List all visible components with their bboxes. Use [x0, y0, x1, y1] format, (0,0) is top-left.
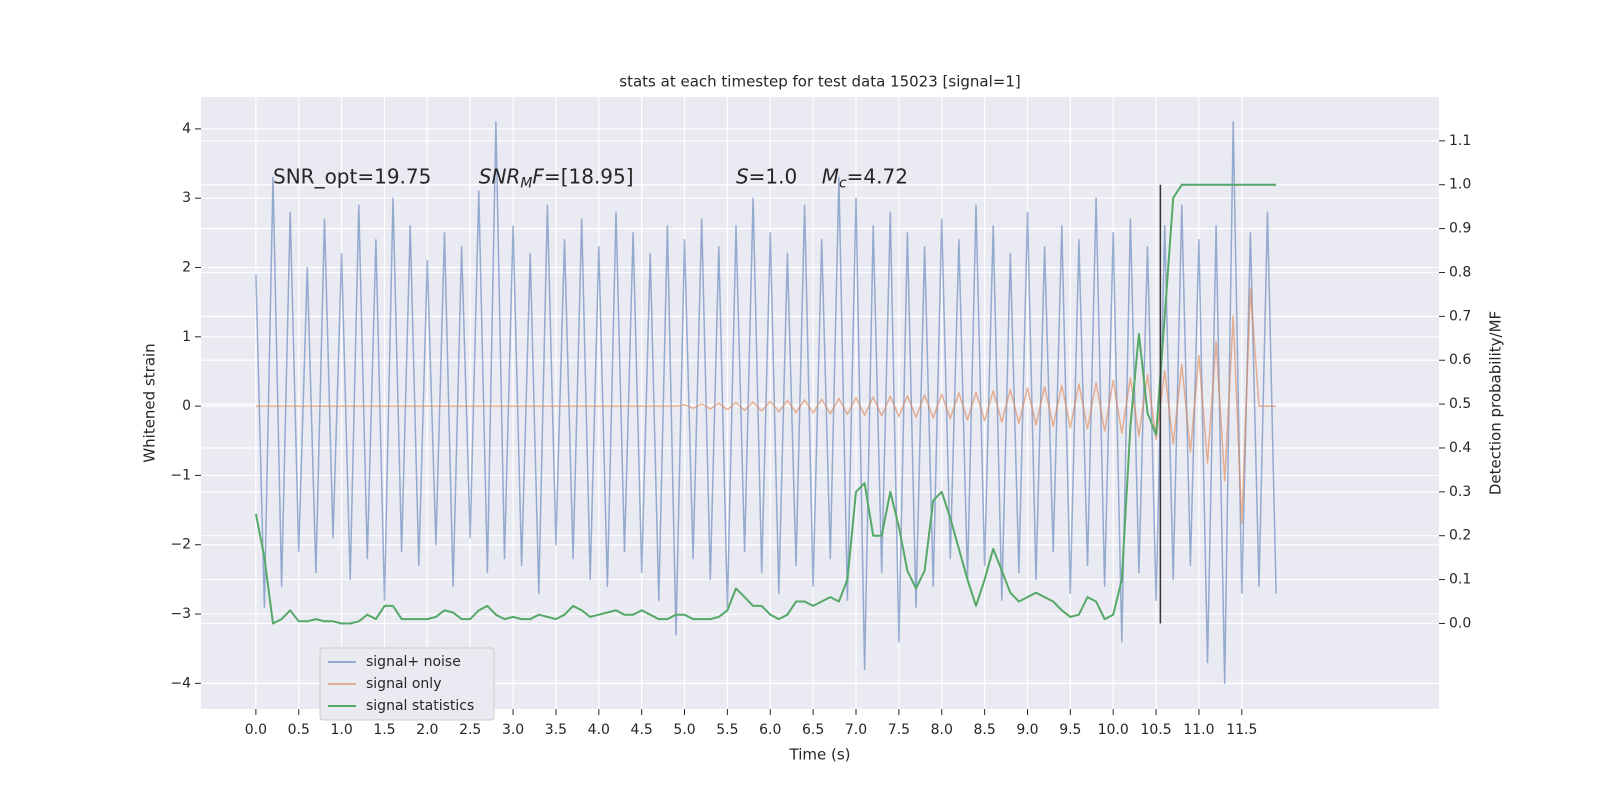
y2-axis-label: Detection probability/MF: [1487, 311, 1505, 495]
y-tick-label: 0: [182, 398, 191, 414]
x-tick-label: 9.0: [1016, 722, 1038, 738]
annotation-part: =4.72: [847, 164, 908, 188]
y-tick-label: 3: [182, 190, 191, 206]
x-tick-label: 4.5: [631, 722, 653, 738]
y2-tick-label: 0.8: [1449, 264, 1471, 280]
annotation-part: =1.0: [749, 164, 798, 188]
y2-tick-label: 0.1: [1449, 572, 1471, 588]
y-tick-label: −1: [170, 467, 191, 483]
annotation-part: =[18.95]: [544, 164, 634, 188]
x-tick-label: 0.0: [245, 722, 267, 738]
y2-tick-label: 0.2: [1449, 528, 1471, 544]
x-tick-label: 9.5: [1059, 722, 1081, 738]
x-tick-label: 8.0: [931, 722, 953, 738]
x-tick-label: 6.0: [759, 722, 781, 738]
y-tick-label: −3: [170, 606, 191, 622]
x-tick-label: 1.5: [373, 722, 395, 738]
x-tick-label: 2.5: [459, 722, 481, 738]
x-tick-label: 1.0: [330, 722, 352, 738]
legend-box: [319, 647, 495, 721]
legend-label: signal+ noise: [366, 654, 461, 670]
y2-tick-label: 0.5: [1449, 396, 1471, 412]
y-tick-label: −4: [170, 675, 191, 691]
annotation: SNR_opt=19.75: [273, 164, 431, 188]
y2-tick-label: 0.4: [1449, 440, 1471, 456]
x-tick-label: 3.0: [502, 722, 524, 738]
x-tick-label: 5.5: [716, 722, 738, 738]
x-tick-label: 3.5: [545, 722, 567, 738]
annotation: S=1.0: [736, 164, 797, 188]
y-tick-label: 4: [182, 121, 191, 137]
annotation-part: M: [520, 175, 532, 191]
y-tick-label: −2: [170, 537, 191, 553]
y-axis-label: Whitened strain: [141, 343, 159, 462]
y2-tick-label: 1.1: [1449, 133, 1471, 149]
annotation-part: M: [822, 164, 839, 188]
y2-tick-label: 0.3: [1449, 484, 1471, 500]
y2-tick-label: 0.0: [1449, 615, 1471, 631]
annotation-part: c: [839, 175, 847, 191]
x-tick-label: 7.5: [888, 722, 910, 738]
series-line: [255, 287, 1277, 525]
y-tick-label: 2: [182, 260, 191, 276]
x-tick-label: 4.0: [588, 722, 610, 738]
x-tick-label: 8.5: [973, 722, 995, 738]
series-line: [255, 121, 1277, 685]
y2-tick-label: 0.9: [1449, 221, 1471, 237]
y-tick-label: 1: [182, 329, 191, 345]
x-tick-label: 2.0: [416, 722, 438, 738]
y2-tick-label: 1.0: [1449, 177, 1471, 193]
legend-label: signal statistics: [366, 698, 474, 714]
annotation-part: S: [736, 164, 749, 188]
y2-tick-label: 0.7: [1449, 308, 1471, 324]
annotation: SNRMF=[18.95]: [479, 164, 634, 192]
x-tick-label: 6.5: [802, 722, 824, 738]
x-tick-label: 7.0: [845, 722, 867, 738]
x-tick-label: 11.0: [1183, 722, 1214, 738]
x-axis-label: Time (s): [789, 746, 851, 764]
chart-title: stats at each timestep for test data 150…: [619, 73, 1020, 91]
series-line: [254, 183, 1277, 625]
x-tick-label: 11.5: [1226, 722, 1257, 738]
x-tick-label: 0.5: [288, 722, 310, 738]
annotation-part: F: [532, 164, 544, 188]
x-tick-label: 10.5: [1140, 722, 1171, 738]
x-tick-label: 10.0: [1098, 722, 1129, 738]
x-tick-label: 5.0: [673, 722, 695, 738]
legend-label: signal only: [366, 676, 441, 692]
annotation: Mc=4.72: [822, 164, 908, 192]
y2-tick-label: 0.6: [1449, 352, 1471, 368]
annotation-part: SNR_opt=19.75: [273, 164, 431, 188]
annotation-part: SNR: [479, 164, 521, 188]
